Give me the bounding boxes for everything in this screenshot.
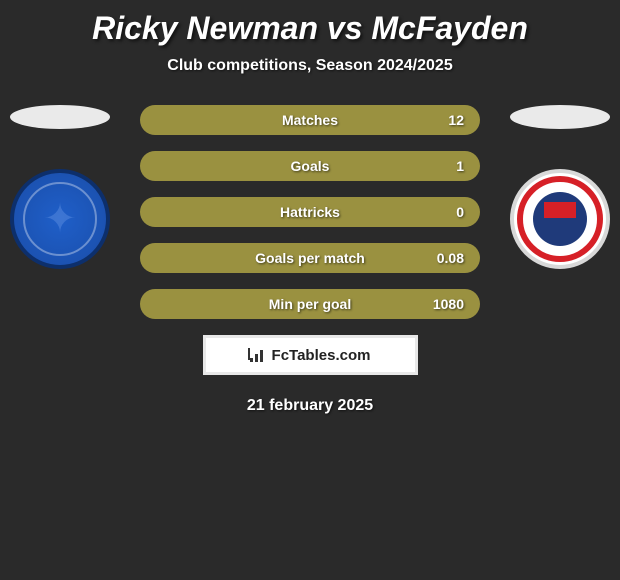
phoenix-icon: ✦ xyxy=(43,196,77,242)
stat-label: Matches xyxy=(282,112,338,128)
right-player-avatar xyxy=(510,105,610,129)
page-title: Ricky Newman vs McFayden xyxy=(0,0,620,47)
stat-bar-min-per-goal: Min per goal 1080 xyxy=(140,289,480,319)
stat-value: 0.08 xyxy=(437,250,464,266)
stat-bar-hattricks: Hattricks 0 xyxy=(140,197,480,227)
brand-text: FcTables.com xyxy=(272,347,371,364)
stat-bar-goals: Goals 1 xyxy=(140,151,480,181)
comparison-content: ✦ Matches 12 Goals 1 Hattricks 0 Goals p… xyxy=(0,105,620,415)
stat-label: Goals xyxy=(291,158,330,174)
badge-center-icon xyxy=(533,192,587,246)
stat-label: Goals per match xyxy=(255,250,365,266)
stat-bar-goals-per-match: Goals per match 0.08 xyxy=(140,243,480,273)
date-text: 21 february 2025 xyxy=(0,397,620,415)
bar-chart-icon xyxy=(250,348,268,362)
stat-value: 0 xyxy=(456,204,464,220)
stat-bar-matches: Matches 12 xyxy=(140,105,480,135)
stat-value: 12 xyxy=(448,112,464,128)
stats-container: Matches 12 Goals 1 Hattricks 0 Goals per… xyxy=(140,105,480,319)
left-player-avatar xyxy=(10,105,110,129)
left-player-column: ✦ xyxy=(10,105,110,269)
stat-label: Hattricks xyxy=(280,204,340,220)
right-club-badge xyxy=(510,169,610,269)
left-club-badge: ✦ xyxy=(10,169,110,269)
brand-box[interactable]: FcTables.com xyxy=(203,335,418,375)
stat-label: Min per goal xyxy=(269,296,351,312)
subtitle: Club competitions, Season 2024/2025 xyxy=(0,57,620,75)
stat-value: 1080 xyxy=(433,296,464,312)
right-player-column xyxy=(510,105,610,269)
stat-value: 1 xyxy=(456,158,464,174)
